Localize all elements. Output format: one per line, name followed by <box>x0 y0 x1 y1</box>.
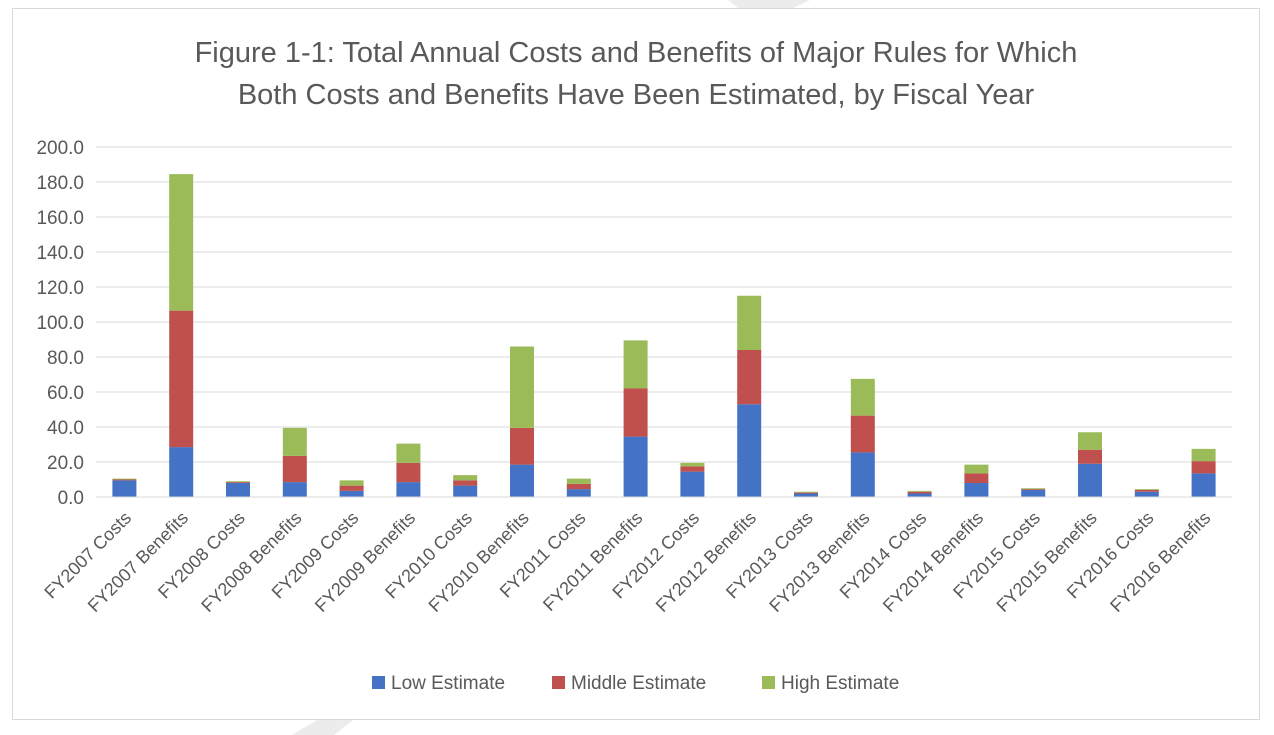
bar-segment-high-estimate <box>510 346 534 428</box>
bar-segment-low-estimate <box>566 489 591 497</box>
bar-segment-low-estimate <box>226 483 250 497</box>
bar-segment-middle-estimate <box>623 388 648 437</box>
bar-segment-high-estimate <box>623 340 648 389</box>
y-tick-label: 160.0 <box>36 208 84 229</box>
bars <box>112 174 1216 497</box>
bar-segment-high-estimate <box>112 478 137 480</box>
bar-segment-middle-estimate <box>1134 490 1159 492</box>
bar-segment-low-estimate <box>1134 491 1159 497</box>
bar-segment-low-estimate <box>794 493 818 497</box>
bar-segment-low-estimate <box>1191 473 1216 497</box>
bar-segment-middle-estimate <box>737 350 762 405</box>
x-tick-label: FY2016 Benefits <box>1106 508 1214 616</box>
y-tick-label: 100.0 <box>36 313 84 334</box>
bar-segment-high-estimate <box>964 464 989 474</box>
x-tick-label: FY2011 Benefits <box>539 508 646 615</box>
legend: Low Estimate Middle Estimate High Estimate <box>372 673 899 694</box>
bar-segment-low-estimate <box>510 464 534 497</box>
bar-segment-high-estimate <box>680 462 705 467</box>
bar-segment-middle-estimate <box>1191 461 1216 474</box>
gridlines <box>96 146 1232 498</box>
chart-title-line-2: Both Costs and Benefits Have Been Estima… <box>238 79 1035 111</box>
bar-segment-low-estimate <box>1078 463 1102 497</box>
bar-segment-middle-estimate <box>453 480 478 486</box>
y-tick-label: 140.0 <box>36 243 84 264</box>
legend-swatch <box>762 676 775 689</box>
bar-segment-middle-estimate <box>680 466 705 472</box>
bar-segment-middle-estimate <box>510 427 534 465</box>
bar-segment-high-estimate <box>737 295 762 350</box>
legend-swatch <box>552 676 565 689</box>
bar-segment-low-estimate <box>850 452 875 497</box>
bar-segment-high-estimate <box>396 443 421 463</box>
y-tick-label: 120.0 <box>36 278 84 299</box>
y-tick-label: 180.0 <box>36 173 84 194</box>
bar-segment-middle-estimate <box>1078 449 1102 464</box>
bar-segment-middle-estimate <box>566 483 591 490</box>
bar-segment-high-estimate <box>453 475 478 481</box>
x-tick-label: FY2014 Benefits <box>879 508 987 616</box>
legend-label: Low Estimate <box>391 673 505 694</box>
bar-segment-low-estimate <box>907 493 932 497</box>
bar-segment-middle-estimate <box>396 462 421 483</box>
bar-segment-middle-estimate <box>964 473 989 483</box>
bar-segment-high-estimate <box>1191 448 1216 462</box>
chart-title-line-1: Figure 1-1: Total Annual Costs and Benef… <box>195 37 1078 69</box>
bar-segment-low-estimate <box>680 471 705 497</box>
bar-segment-low-estimate <box>737 404 762 497</box>
bar-segment-high-estimate <box>907 490 932 492</box>
bar-segment-low-estimate <box>453 485 478 497</box>
x-tick-label: FY2012 Benefits <box>652 508 760 616</box>
bar-segment-middle-estimate <box>226 482 250 483</box>
legend-label: High Estimate <box>781 673 899 694</box>
bar-segment-high-estimate <box>169 174 194 311</box>
bar-segment-high-estimate <box>850 378 875 416</box>
bar-segment-low-estimate <box>1021 490 1046 497</box>
bar-segment-middle-estimate <box>850 415 875 453</box>
bar-segment-low-estimate <box>396 482 421 497</box>
bar-segment-high-estimate <box>282 427 307 456</box>
y-tick-label: 60.0 <box>47 383 84 404</box>
bar-segment-middle-estimate <box>169 310 194 448</box>
y-tick-label: 0.0 <box>58 488 84 509</box>
y-tick-label: 80.0 <box>47 348 84 369</box>
bar-segment-high-estimate <box>1134 489 1159 490</box>
bar-segment-low-estimate <box>964 483 989 497</box>
x-tick-label: FY2009 Benefits <box>311 508 419 616</box>
bar-segment-middle-estimate <box>282 455 307 483</box>
bar-segment-middle-estimate <box>1021 489 1046 490</box>
chart-title: Figure 1-1: Total Annual Costs and Benef… <box>195 37 1078 111</box>
bar-segment-low-estimate <box>169 447 194 497</box>
bar-segment-high-estimate <box>794 491 818 493</box>
y-tick-label: 200.0 <box>36 138 84 159</box>
bar-segment-low-estimate <box>282 482 307 497</box>
bar-segment-high-estimate <box>1021 488 1046 490</box>
x-tick-label: FY2013 Benefits <box>765 508 873 616</box>
bar-segment-middle-estimate <box>112 479 137 481</box>
bar-segment-low-estimate <box>623 436 648 497</box>
y-axis: 0.0 20.0 40.0 60.0 80.0 100.0 120.0 140.0 160.0 1… <box>36 138 84 509</box>
legend-label: Middle Estimate <box>571 673 706 694</box>
bar-segment-low-estimate <box>339 490 364 497</box>
x-tick-label: FY2008 Benefits <box>197 508 305 616</box>
bar-segment-middle-estimate <box>339 485 364 491</box>
x-tick-label: FY2010 Benefits <box>425 508 533 616</box>
legend-swatch <box>372 676 385 689</box>
y-tick-label: 40.0 <box>47 418 84 439</box>
x-tick-label: FY2007 Benefits <box>84 508 192 616</box>
bar-segment-high-estimate <box>226 481 250 483</box>
bar-segment-middle-estimate <box>907 491 932 494</box>
bar-segment-low-estimate <box>112 480 137 497</box>
bar-segment-high-estimate <box>566 478 591 484</box>
bar-segment-high-estimate <box>1078 432 1102 450</box>
bar-segment-high-estimate <box>339 480 364 486</box>
y-tick-label: 20.0 <box>47 453 84 474</box>
bar-segment-middle-estimate <box>794 492 818 494</box>
x-tick-label: FY2015 Benefits <box>993 508 1101 616</box>
